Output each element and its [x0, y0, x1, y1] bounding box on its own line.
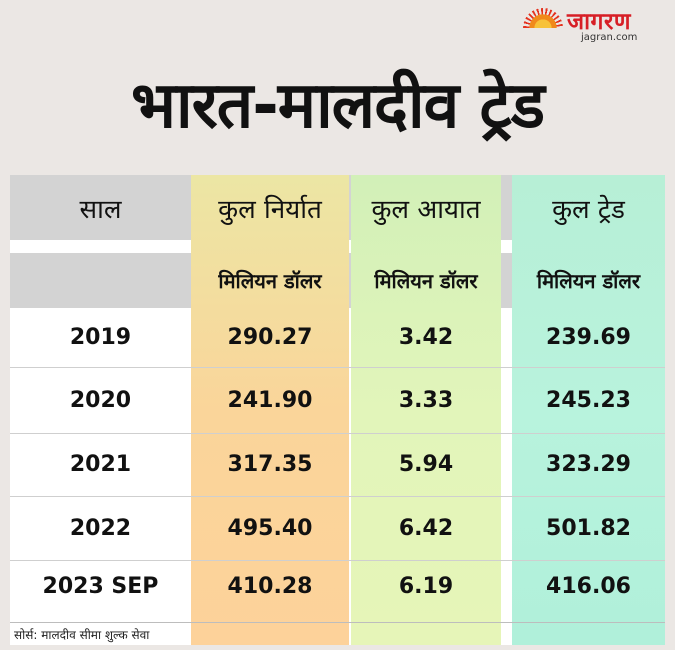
source-note: सोर्स: मालदीव सीमा शुल्क सेवा: [14, 628, 150, 642]
export-column-bg: [191, 175, 349, 645]
trade-column-bg: [512, 175, 665, 645]
column-header: कुल निर्यात: [218, 194, 322, 225]
value-cell: 245.23: [546, 387, 631, 413]
row-divider: [10, 496, 665, 497]
value-cell: 416.06: [546, 573, 631, 599]
column-header: कुल ट्रेड: [552, 194, 625, 225]
year-cell: 2021: [69, 452, 132, 477]
unit-label: मिलियन डॉलर: [218, 269, 322, 293]
unit-label: मिलियन डॉलर: [536, 269, 641, 293]
value-cell: 410.28: [227, 573, 313, 599]
brand-name: जागरण: [567, 9, 632, 35]
year-cell: 2020: [69, 387, 132, 413]
year-cell: 2022: [69, 515, 132, 541]
trade-table: साल कुल निर्यात कुल आयात कुल ट्रेड मिलियन डॉ…: [10, 175, 665, 645]
value-cell: 239.69: [546, 325, 631, 350]
value-cell: 501.82: [546, 515, 631, 541]
source-divider: [10, 622, 665, 623]
year-cell: 2019: [69, 325, 132, 350]
value-cell: 290.27: [227, 325, 313, 350]
value-cell: 495.40: [227, 515, 313, 541]
value-cell: 323.29: [546, 452, 631, 477]
brand-url: jagran.com: [581, 32, 638, 43]
column-header: साल: [79, 194, 122, 225]
value-cell: 6.42: [398, 515, 454, 541]
value-cell: 3.42: [398, 325, 454, 350]
row-divider: [10, 367, 665, 368]
sun-logo-icon: [523, 8, 563, 28]
unit-label: मिलियन डॉलर: [374, 269, 478, 293]
value-cell: 241.90: [227, 387, 313, 413]
value-cell: 5.94: [398, 452, 454, 477]
page-title: भारत-मालदीव ट्रेड: [131, 69, 545, 143]
value-cell: 3.33: [398, 387, 454, 413]
year-cell: 2023 SEP: [42, 573, 159, 599]
value-cell: 317.35: [227, 452, 313, 477]
row-divider: [10, 433, 665, 434]
import-column-bg: [351, 175, 501, 645]
value-cell: 6.19: [398, 573, 454, 599]
jagran-logo: जागरण jagran.com: [521, 6, 661, 46]
column-header: कुल आयात: [371, 194, 481, 225]
row-divider: [10, 560, 665, 561]
